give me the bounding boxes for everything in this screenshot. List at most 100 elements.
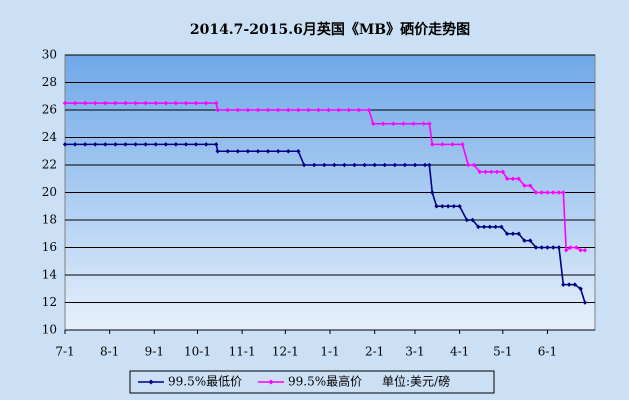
point	[582, 300, 588, 305]
point	[578, 248, 583, 253]
point	[255, 149, 261, 154]
point	[556, 190, 562, 195]
point	[203, 142, 209, 147]
y-tick-label: 26	[42, 103, 57, 117]
point	[545, 245, 550, 250]
point	[481, 224, 487, 230]
point	[582, 248, 588, 253]
legend	[129, 370, 495, 394]
point	[574, 245, 579, 250]
x-tick-label: 8-1	[100, 345, 119, 359]
x-tick-label: 5-1	[493, 345, 512, 359]
point	[133, 142, 138, 147]
y-tick-label: 10	[42, 323, 57, 337]
point	[545, 190, 550, 195]
y-tick-label: 28	[42, 75, 57, 89]
point	[510, 176, 516, 181]
point	[568, 245, 573, 250]
point	[561, 190, 566, 195]
point	[113, 100, 118, 106]
point	[342, 162, 347, 168]
point	[371, 121, 376, 126]
y-tick-label: 22	[42, 158, 57, 172]
y-tick-label: 24	[42, 130, 58, 144]
x-tick-label: 9-1	[145, 345, 164, 359]
point	[430, 142, 435, 147]
point	[93, 142, 98, 147]
point	[362, 162, 367, 168]
point	[143, 142, 148, 147]
point	[551, 190, 556, 195]
legend-marker	[148, 379, 154, 385]
point	[173, 142, 179, 147]
point	[82, 100, 88, 106]
point	[311, 162, 317, 168]
point	[173, 100, 179, 106]
point	[527, 238, 533, 243]
point	[471, 162, 477, 168]
point	[372, 162, 377, 168]
point	[522, 238, 527, 243]
x-tick-label: 1-1	[320, 345, 339, 359]
point	[402, 162, 408, 168]
point	[466, 162, 471, 168]
point	[113, 142, 118, 147]
point	[527, 183, 533, 188]
point	[430, 190, 435, 195]
point	[235, 107, 241, 113]
point	[296, 107, 301, 113]
point	[493, 224, 498, 230]
point	[460, 142, 465, 147]
point	[225, 149, 230, 154]
point	[235, 149, 241, 154]
point	[153, 100, 158, 106]
x-tick-label: 6-1	[538, 345, 557, 359]
point	[245, 107, 251, 113]
unit-note: 单位:美元/磅	[382, 374, 450, 389]
point	[477, 169, 482, 175]
point	[483, 169, 488, 175]
point	[382, 162, 387, 168]
y-tick-label: 30	[42, 48, 57, 62]
point	[103, 100, 108, 106]
point	[322, 162, 327, 168]
point	[265, 107, 271, 113]
y-tick-label: 18	[42, 213, 57, 227]
point	[133, 100, 138, 106]
point	[215, 107, 220, 113]
point	[533, 245, 539, 250]
point	[72, 100, 78, 106]
point	[487, 224, 493, 230]
point	[286, 149, 291, 154]
x-tick-label: 4-1	[450, 345, 469, 359]
point	[143, 100, 148, 106]
point	[62, 100, 68, 106]
point	[183, 142, 189, 147]
point	[440, 204, 445, 209]
point	[551, 245, 556, 250]
point	[572, 282, 578, 287]
point	[489, 169, 494, 175]
point	[123, 100, 128, 106]
point	[504, 176, 510, 181]
x-tick-label: 7-1	[55, 345, 74, 359]
point	[391, 121, 396, 126]
point	[457, 204, 462, 209]
point	[464, 217, 470, 223]
point	[332, 162, 337, 168]
point	[539, 245, 544, 250]
point	[255, 107, 261, 113]
point	[427, 121, 432, 126]
point	[556, 245, 562, 250]
point	[296, 149, 301, 154]
point	[366, 107, 372, 113]
legend-label: 99.5%最低价	[168, 375, 242, 389]
point	[516, 231, 521, 236]
x-tick-label: 12-1	[272, 345, 299, 359]
point	[301, 162, 307, 168]
legend-marker	[268, 379, 274, 385]
point	[516, 176, 521, 181]
point	[123, 142, 128, 147]
y-tick-label: 16	[42, 240, 57, 254]
point	[563, 248, 569, 253]
